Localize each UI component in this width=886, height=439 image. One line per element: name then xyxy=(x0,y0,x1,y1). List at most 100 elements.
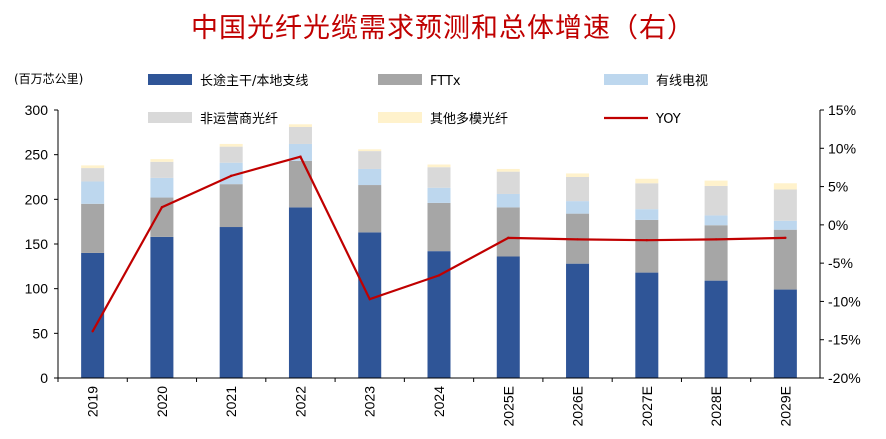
yoy-point-2019 xyxy=(91,330,94,333)
bar-segment-3-2019 xyxy=(81,168,105,182)
bar-segment-0-2028E xyxy=(704,280,728,378)
yoy-point-2028E xyxy=(714,238,718,241)
yoy-point-2029E xyxy=(784,236,787,240)
y2-tick-label: -10% xyxy=(828,293,861,309)
y2-tick-label: 15% xyxy=(828,102,856,118)
bar-segment-1-2028E xyxy=(704,225,728,281)
bar-segment-1-2020 xyxy=(150,197,174,237)
bar-segment-0-2029E xyxy=(773,289,797,378)
y2-tick-label: 0% xyxy=(828,217,848,233)
bar-segment-3-2027E xyxy=(635,183,659,210)
bar-segment-3-2026E xyxy=(566,177,590,202)
bar-segment-0-2023 xyxy=(358,232,382,378)
bar-segment-0-2024 xyxy=(427,251,451,378)
bar-segment-4-2024 xyxy=(427,164,451,168)
bar-segment-2-2028E xyxy=(704,215,728,226)
legend-label-1: FTTx xyxy=(430,74,461,89)
bar-segment-3-2025E xyxy=(496,171,520,194)
bar-segment-0-2026E xyxy=(566,263,590,378)
bar-segment-4-2026E xyxy=(566,173,590,177)
x-tick-label: 2029E xyxy=(777,386,793,426)
y-tick-label: 200 xyxy=(25,191,49,207)
y2-tick-label: -20% xyxy=(828,370,861,386)
x-tick-label: 2027E xyxy=(639,386,655,426)
y2-tick-label: -5% xyxy=(828,255,853,271)
bar-segment-0-2027E xyxy=(635,272,659,378)
x-tick-label: 2028E xyxy=(708,386,724,426)
bar-segment-4-2028E xyxy=(704,180,728,186)
x-tick-label: 2022 xyxy=(292,386,308,417)
bar-segment-0-2025E xyxy=(496,256,520,378)
x-tick-label: 2020 xyxy=(154,386,170,417)
y-tick-label: 100 xyxy=(25,281,49,297)
yoy-point-2023 xyxy=(368,297,371,301)
y2-tick-label: 5% xyxy=(828,179,848,195)
bars-group xyxy=(81,124,797,378)
bar-segment-1-2027E xyxy=(635,219,659,273)
bar-segment-2-2025E xyxy=(496,193,520,208)
legend-label-3: 非运营商光纤 xyxy=(200,112,278,127)
bar-segment-2-2019 xyxy=(81,181,105,204)
y-axis-unit-label: (百万芯公里) xyxy=(14,72,83,86)
bar-segment-3-2024 xyxy=(427,167,451,188)
bar-segment-4-2020 xyxy=(150,159,174,162)
yoy-point-2026E xyxy=(576,238,579,241)
yoy-point-2024 xyxy=(437,274,441,277)
bar-segment-1-2025E xyxy=(496,207,520,257)
bar-segment-4-2023 xyxy=(358,149,382,152)
bar-segment-0-2022 xyxy=(288,207,312,378)
yoy-point-2020 xyxy=(160,206,164,209)
bar-segment-2-2029E xyxy=(773,220,797,230)
x-tick-label: 2019 xyxy=(85,386,101,417)
bar-segment-2-2026E xyxy=(566,201,590,214)
bar-segment-1-2023 xyxy=(358,185,382,233)
bar-segment-1-2029E xyxy=(773,229,797,290)
bar-segment-4-2025E xyxy=(496,168,520,172)
y-tick-label: 0 xyxy=(40,370,48,386)
bar-segment-1-2021 xyxy=(219,184,243,228)
legend-label-5: YOY xyxy=(655,112,681,127)
bar-segment-3-2022 xyxy=(288,126,312,144)
axes-group: 0 50 100 150 200 250 300 -20% -15% -10% -5% 0% 5% 10%… xyxy=(25,102,861,426)
y2-tick-label: 10% xyxy=(828,140,856,156)
legend-label-2: 有线电视 xyxy=(656,74,708,89)
x-tick-label: 2021 xyxy=(223,386,239,417)
legend-label-4: 其他多模光纤 xyxy=(430,111,508,127)
bar-segment-3-2020 xyxy=(150,161,174,178)
y-tick-label: 250 xyxy=(25,147,49,163)
bar-segment-3-2028E xyxy=(704,185,728,216)
chart-title: 中国光纤光缆需求预测和总体增速（右） xyxy=(191,13,695,44)
y-tick-label: 300 xyxy=(25,102,49,118)
bar-segment-4-2019 xyxy=(81,165,105,169)
bar-segment-4-2021 xyxy=(219,143,243,147)
yoy-point-2021 xyxy=(229,174,233,178)
bar-segment-2-2022 xyxy=(288,143,312,161)
bar-segment-3-2029E xyxy=(773,189,797,221)
bar-segment-2-2020 xyxy=(150,177,174,198)
x-tick-label: 2026E xyxy=(570,386,586,426)
bar-segment-4-2022 xyxy=(288,124,312,127)
bar-segment-4-2029E xyxy=(773,183,797,190)
bar-segment-0-2020 xyxy=(150,236,174,378)
legend-swatch-4 xyxy=(378,112,422,123)
x-tick-label: 2024 xyxy=(431,386,447,417)
bar-segment-3-2023 xyxy=(358,151,382,169)
yoy-point-2027E xyxy=(645,238,649,242)
y-tick-label: 150 xyxy=(25,236,49,252)
legend-swatch-1 xyxy=(378,74,422,85)
bar-segment-2-2027E xyxy=(635,209,659,220)
bar-segment-1-2019 xyxy=(81,203,105,253)
y2-tick-label: -15% xyxy=(828,332,861,348)
yoy-point-2025E xyxy=(507,236,510,240)
yoy-line-group xyxy=(91,155,787,333)
yoy-point-2022 xyxy=(299,155,302,158)
x-tick-label: 2025E xyxy=(500,386,516,426)
bar-segment-1-2024 xyxy=(427,202,451,252)
x-tick-label: 2023 xyxy=(362,386,378,417)
bar-segment-2-2024 xyxy=(427,187,451,203)
bar-segment-2-2023 xyxy=(358,168,382,186)
bar-segment-1-2022 xyxy=(288,160,312,208)
legend-swatch-3 xyxy=(148,112,192,123)
legend-swatch-2 xyxy=(604,74,648,85)
